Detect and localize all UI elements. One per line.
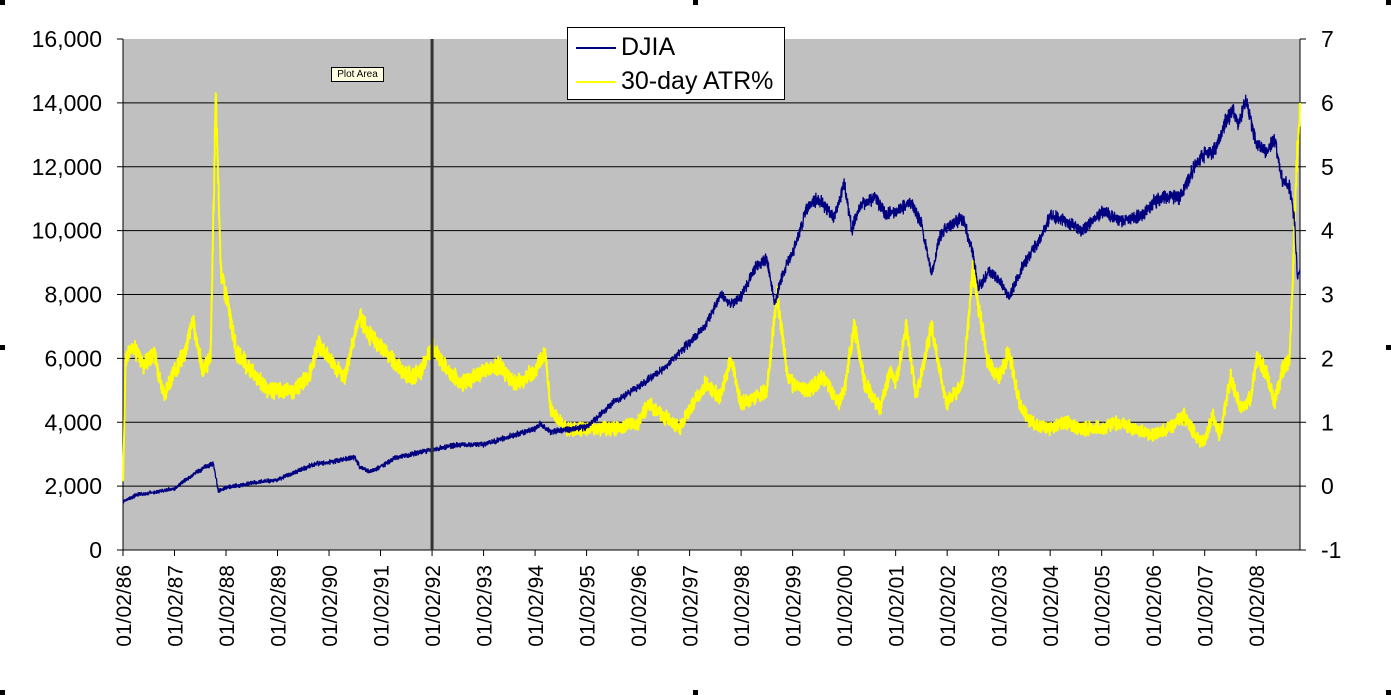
legend-swatch-djia xyxy=(576,47,616,49)
y2-tick-label: 4 xyxy=(1321,218,1334,244)
series-atr-line xyxy=(122,92,1301,482)
x-tick-label: 01/02/90 xyxy=(319,565,342,647)
legend-label-djia: DJIA xyxy=(621,33,676,61)
legend-swatch-atr xyxy=(576,81,616,83)
series-djia-line xyxy=(122,94,1301,504)
x-tick-label: 01/02/04 xyxy=(1040,565,1063,647)
y-tick-label: 4,000 xyxy=(44,409,102,435)
y2-tick-label: 3 xyxy=(1321,282,1334,308)
x-tick-label: 01/02/98 xyxy=(731,565,754,647)
selection-handle[interactable] xyxy=(0,345,5,350)
y-tick-label: 14,000 xyxy=(32,90,102,116)
legend-entry-djia: DJIA xyxy=(568,30,784,64)
y2-tick-label: 7 xyxy=(1321,26,1334,52)
x-tick-label: 01/02/92 xyxy=(422,565,445,647)
selection-handle[interactable] xyxy=(1386,690,1391,695)
x-tick-label: 01/02/07 xyxy=(1195,565,1218,647)
y2-tick-label: -1 xyxy=(1321,537,1341,563)
y-tick-label: 2,000 xyxy=(44,473,102,499)
y2-tick-label: 5 xyxy=(1321,154,1334,180)
x-tick-label: 01/02/01 xyxy=(886,565,909,647)
x-tick-label: 01/02/93 xyxy=(474,565,497,647)
legend-label-atr: 30-day ATR% xyxy=(621,67,774,95)
x-tick-label: 01/02/97 xyxy=(680,565,703,647)
x-tick-label: 01/02/95 xyxy=(577,565,600,647)
x-tick-label: 01/02/96 xyxy=(628,565,651,647)
x-tick-label: 01/02/00 xyxy=(834,565,857,647)
y-tick-label: 0 xyxy=(89,537,102,563)
x-tick-label: 01/02/05 xyxy=(1092,565,1115,647)
x-tick-label: 01/02/87 xyxy=(165,565,188,647)
y-tick-label: 6,000 xyxy=(44,345,102,371)
y2-tick-label: 1 xyxy=(1321,409,1334,435)
x-tick-label: 01/02/89 xyxy=(268,565,291,647)
x-tick-label: 01/02/86 xyxy=(113,565,136,647)
x-tick-label: 01/02/99 xyxy=(783,565,806,647)
x-tick-label: 01/02/94 xyxy=(525,565,548,647)
selection-handle[interactable] xyxy=(1386,345,1391,350)
selection-handle[interactable] xyxy=(0,690,5,695)
selection-handle[interactable] xyxy=(693,690,698,695)
plot-area-tooltip: Plot Area xyxy=(331,67,384,82)
selection-handle[interactable] xyxy=(0,0,5,5)
y2-tick-label: 0 xyxy=(1321,473,1334,499)
legend-entry-atr: 30-day ATR% xyxy=(568,64,784,98)
x-tick-label: 01/02/08 xyxy=(1246,565,1269,647)
x-tick-label: 01/02/02 xyxy=(937,565,960,647)
x-tick-label: 01/02/03 xyxy=(989,565,1012,647)
y-tick-label: 16,000 xyxy=(32,26,102,52)
y-tick-label: 10,000 xyxy=(32,218,102,244)
x-tick-label: 01/02/06 xyxy=(1143,565,1166,647)
x-tick-label: 01/02/91 xyxy=(371,565,394,647)
selection-handle[interactable] xyxy=(1386,0,1391,5)
y2-tick-label: 2 xyxy=(1321,345,1334,371)
y-tick-label: 12,000 xyxy=(32,154,102,180)
legend[interactable]: DJIA 30-day ATR% xyxy=(567,27,785,100)
y2-tick-label: 6 xyxy=(1321,90,1334,116)
selection-handle[interactable] xyxy=(693,0,698,5)
y-tick-label: 8,000 xyxy=(44,282,102,308)
x-tick-label: 01/02/88 xyxy=(216,565,239,647)
